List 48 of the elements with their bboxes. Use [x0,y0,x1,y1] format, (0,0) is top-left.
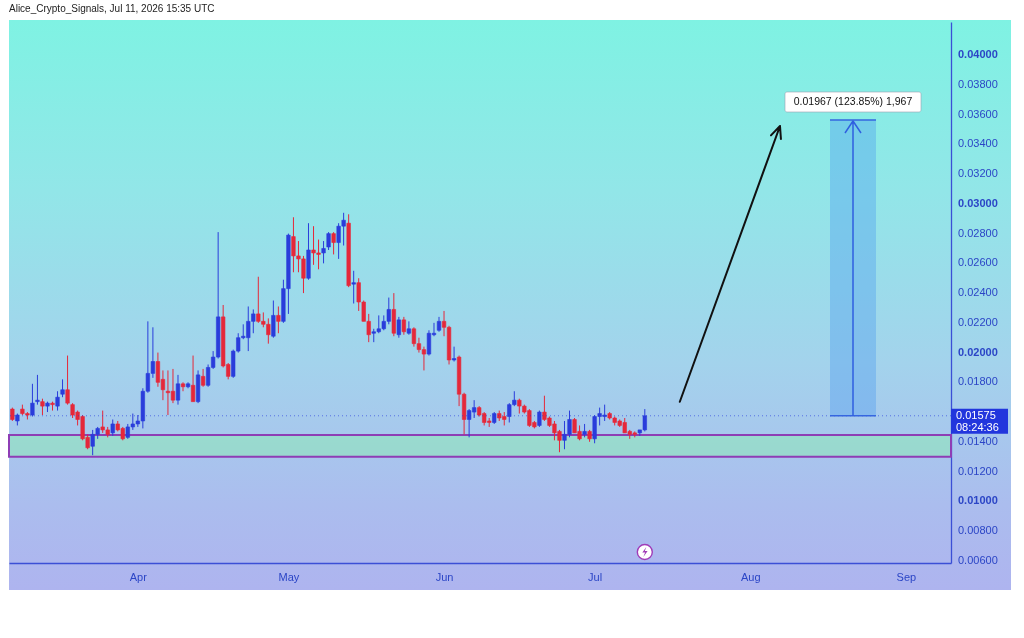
ref-line-label: 0.01575 [956,408,996,421]
candlestick [271,300,276,339]
candlestick [180,381,186,392]
x-tick-label: Jun [435,570,454,583]
x-tick-label: May [278,570,300,583]
candlestick [411,326,417,348]
candlestick [30,383,35,418]
y-tick-label: 0.02200 [958,315,998,328]
y-tick-label: 0.04000 [958,48,998,61]
y-tick-label: 0.01000 [958,494,998,507]
candlestick [451,346,457,362]
y-tick-label: 0.00600 [958,553,998,566]
y-tick-label: 0.03600 [958,107,998,120]
x-tick-label: Sep [896,570,917,583]
y-tick-label: 0.02400 [958,286,998,299]
candlestick [391,292,396,337]
candlestick [170,368,176,404]
y-tick-label: 0.03800 [958,77,998,90]
y-tick-label: 0.01800 [958,375,998,388]
y-tick-label: 0.03200 [958,167,998,180]
candlestick [155,352,161,388]
y-tick-label: 0.02000 [958,345,998,358]
candlestick [321,240,326,264]
y-tick-label: 0.00800 [958,524,998,537]
y-tick-label: 0.03000 [958,196,998,209]
y-tick-label: 0.02600 [958,256,998,269]
annotation: 0.01967 (123.85%) 1,967 [793,95,913,107]
candlestick [331,231,336,255]
candlestick [165,369,171,416]
candlestick [35,374,40,406]
y-tick-label: 0.02800 [958,226,998,239]
x-tick-label: Jul [588,570,603,583]
candlestick [55,390,60,412]
y-tick-label: 0.01200 [958,464,998,477]
chart-title: Alice_Crypto_Signals, Jul 11, 2026 15:35 UTC [9,3,215,14]
y-tick-label: 0.01400 [958,434,998,447]
candlestick [175,374,181,406]
x-tick-label: Apr [129,570,148,583]
candlestick [426,329,432,357]
candlestick [351,270,356,304]
candlestick [65,355,70,406]
candlestick [396,316,401,339]
x-tick-label: Aug [740,570,761,583]
text: 08:24:36 [956,420,999,433]
candlestick [190,355,196,403]
y-tick-label: 0.03400 [958,137,998,150]
candlestick [276,305,281,334]
candlestick [406,320,411,336]
